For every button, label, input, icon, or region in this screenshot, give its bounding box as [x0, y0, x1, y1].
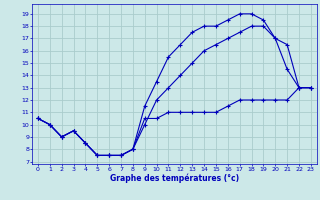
X-axis label: Graphe des températures (°c): Graphe des températures (°c) [110, 173, 239, 183]
